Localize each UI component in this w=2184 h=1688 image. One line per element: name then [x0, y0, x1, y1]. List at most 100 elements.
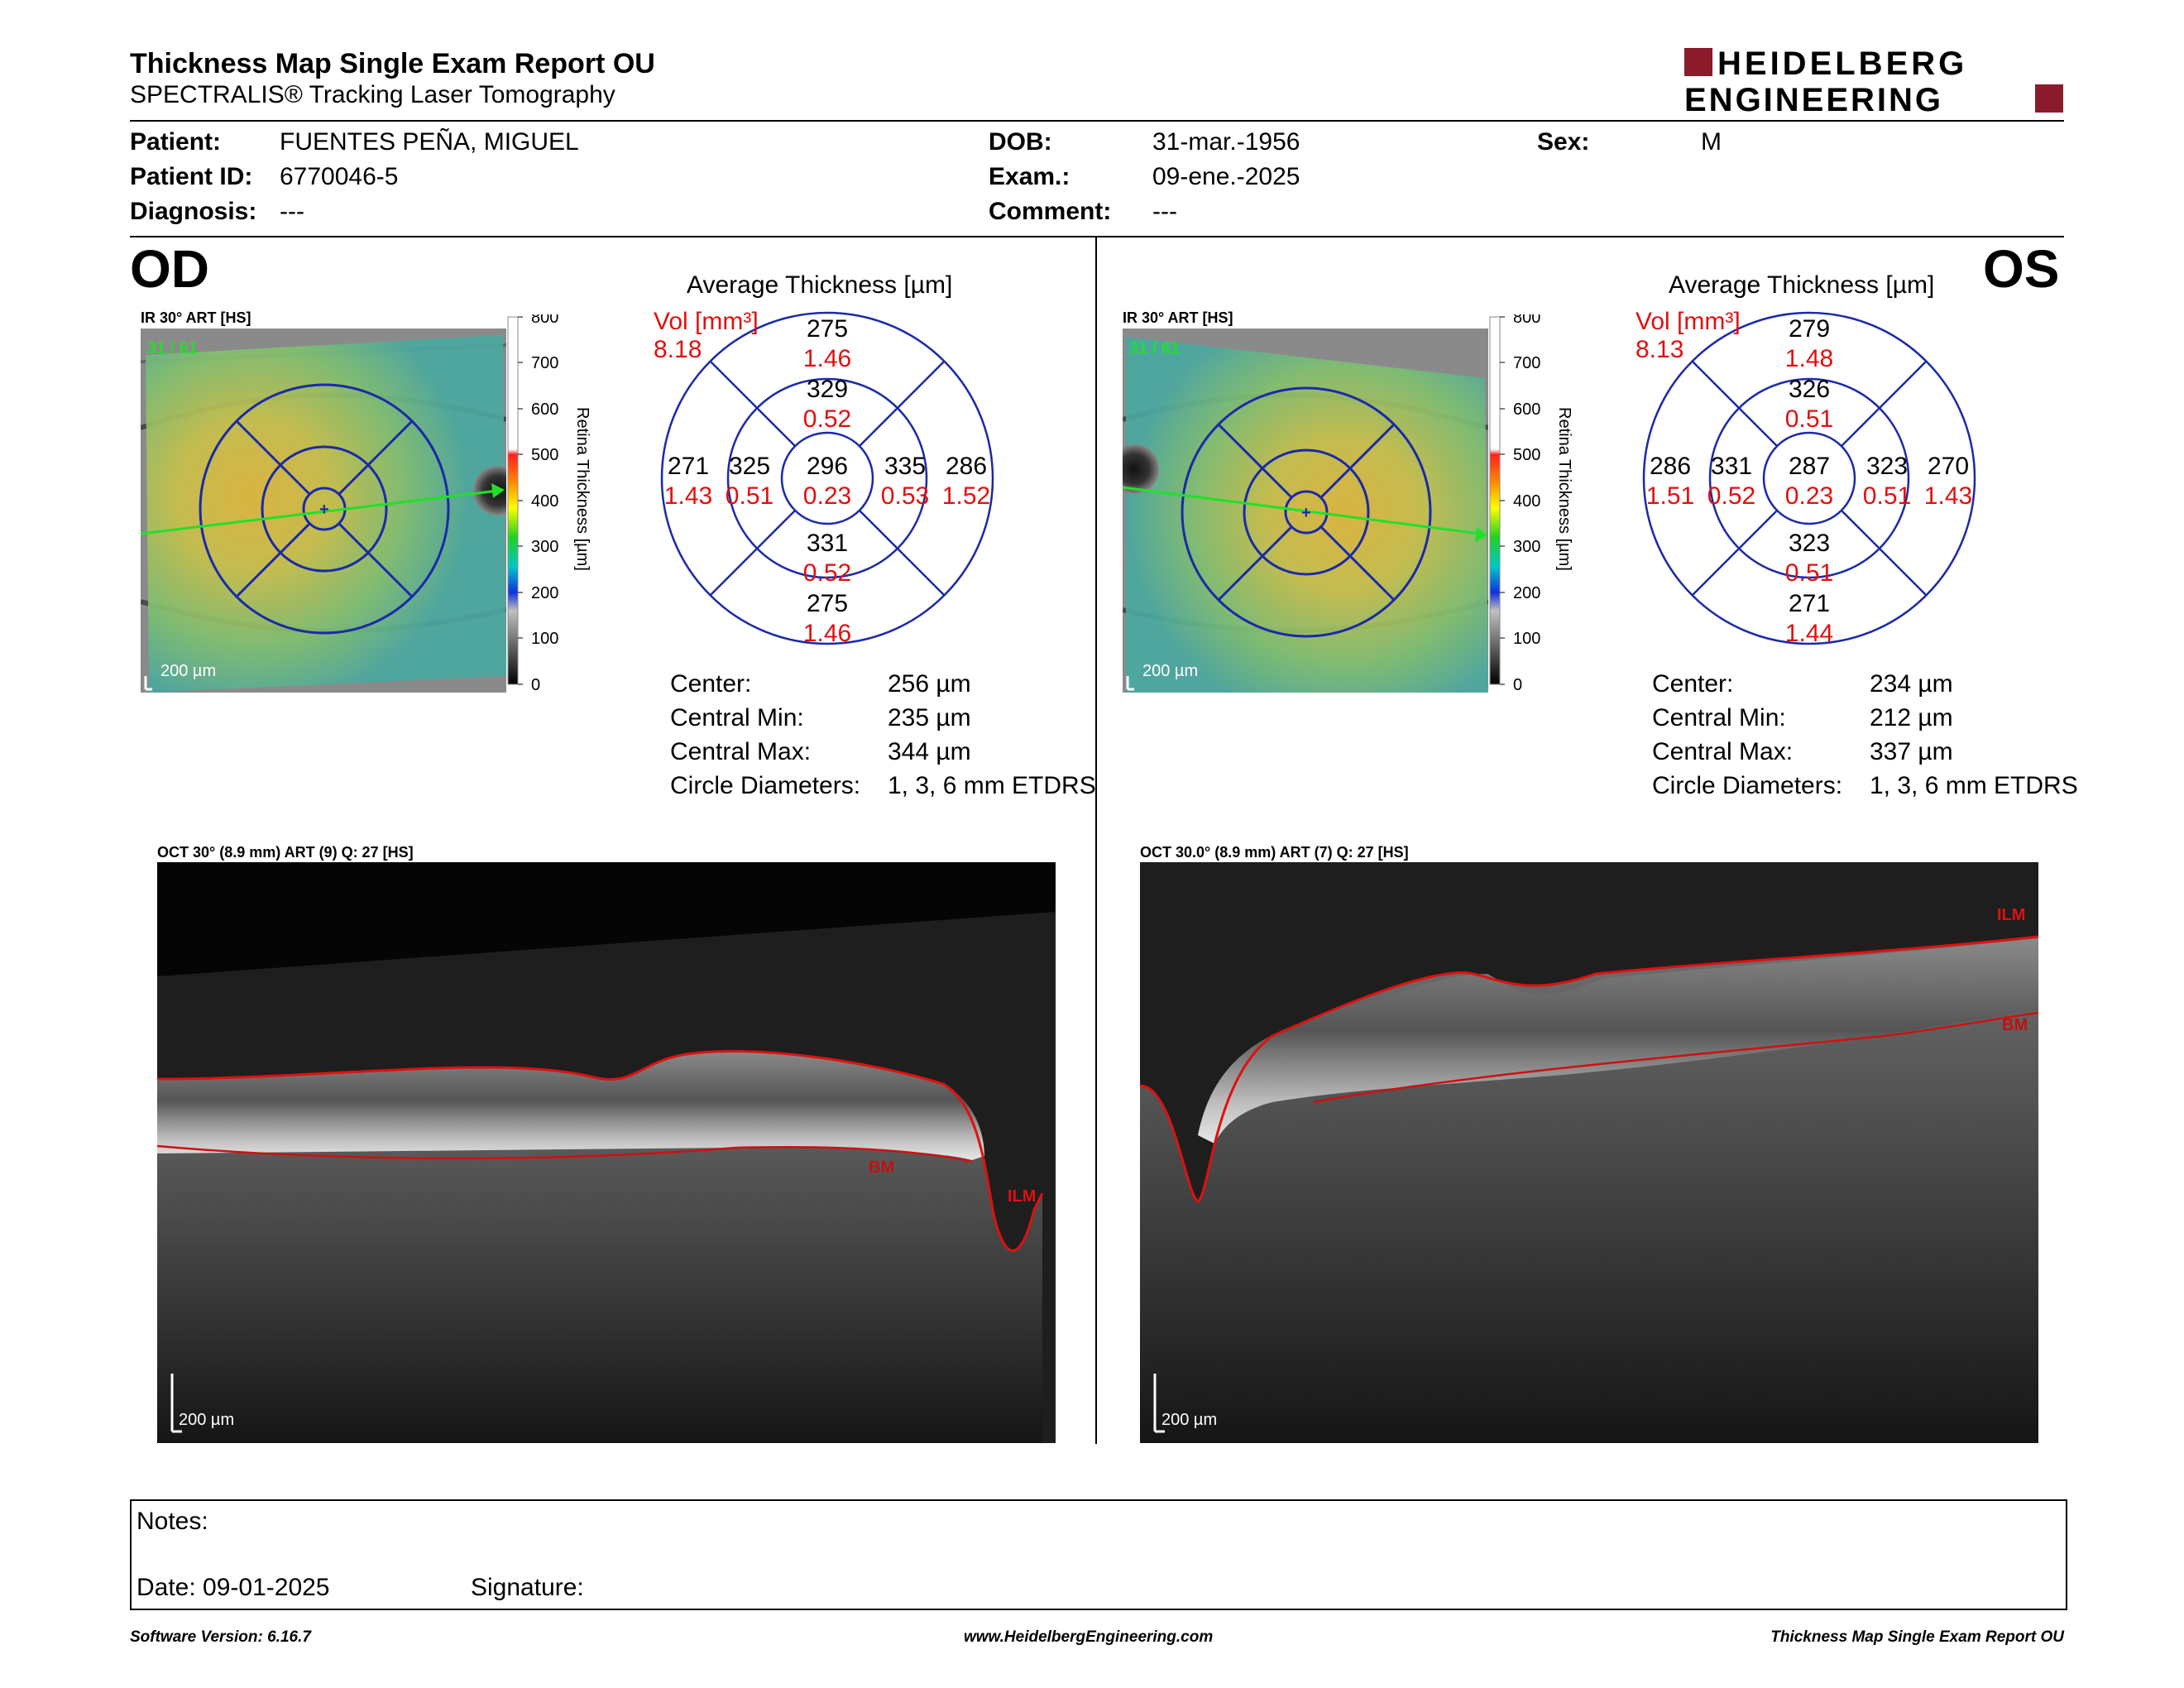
svg-text:0.52: 0.52 — [1707, 482, 1755, 510]
oct-caption-os: OCT 30.0° (8.9 mm) ART (7) Q: 27 [HS] — [1140, 844, 1409, 861]
stat-label-os: Central Max: — [1652, 738, 1794, 765]
svg-text:1.51: 1.51 — [1646, 482, 1694, 510]
vol-value-os: 8.13 — [1636, 336, 1684, 363]
bm-label-os: BM — [2002, 1016, 2028, 1034]
stat-value-os: 1, 3, 6 mm ETDRS — [1870, 772, 2078, 799]
svg-text:335: 335 — [884, 453, 926, 480]
svg-text:275: 275 — [807, 315, 848, 343]
stat-value-os: 212 µm — [1870, 704, 1953, 731]
cbar-tick: 700 — [531, 354, 558, 372]
info-divider — [130, 236, 2064, 237]
cbar-tick: 300 — [531, 538, 558, 556]
svg-text:0.53: 0.53 — [881, 482, 929, 510]
svg-text:325: 325 — [729, 453, 770, 480]
cbar-tick: 200 — [1513, 584, 1540, 602]
stat-label-od: Center: — [670, 670, 752, 698]
cbar-tick: 300 — [1513, 538, 1540, 556]
ir-caption-os: IR 30° ART [HS] — [1123, 309, 1233, 326]
comment-value: --- — [1152, 198, 1177, 225]
svg-text:1.43: 1.43 — [664, 482, 712, 510]
colorbar-od: 800 700 600 500 400 300 200 100 0 Retina… — [506, 309, 597, 695]
stat-label-od: Central Min: — [670, 704, 804, 731]
counter-os: 31 / 61 — [1129, 339, 1180, 357]
diagnosis-value: --- — [280, 198, 304, 225]
cbar-tick: 500 — [531, 446, 558, 464]
svg-text:287: 287 — [1789, 453, 1830, 480]
diagnosis-label: Diagnosis: — [130, 198, 257, 225]
cbar-tick: 200 — [531, 584, 558, 602]
svg-text:0.51: 0.51 — [1863, 482, 1911, 510]
vol-label-os: Vol [mm³] — [1636, 308, 1741, 335]
svg-text:323: 323 — [1789, 530, 1830, 557]
fundus-scale-od: 200 µm — [160, 662, 216, 680]
cbar-tick: 0 — [531, 676, 540, 694]
notes-label: Notes: — [136, 1508, 208, 1535]
vol-value-od: 8.18 — [654, 336, 702, 363]
cbar-label: Retina Thickness [µm] — [1555, 407, 1573, 571]
eye-label-os: OS — [1983, 239, 2060, 299]
svg-text:270: 270 — [1928, 453, 1969, 480]
svg-text:0.51: 0.51 — [1785, 559, 1833, 587]
comment-label: Comment: — [989, 198, 1112, 225]
cbar-tick: 600 — [531, 400, 558, 419]
cbar-tick: 0 — [1513, 676, 1522, 694]
svg-text:326: 326 — [1789, 376, 1830, 403]
colorbar-os: 800 700 600 500 400 300 200 100 0 Retina… — [1488, 309, 1579, 695]
logo-line1: HEIDELBERG — [1717, 46, 1967, 82]
notes-box[interactable]: Notes: Date: 09-01-2025 Signature: — [130, 1499, 2067, 1610]
ir-caption-od: IR 30° ART [HS] — [141, 309, 251, 326]
stat-label-os: Center: — [1652, 670, 1734, 698]
svg-text:1.43: 1.43 — [1924, 482, 1972, 510]
stat-value-os: 234 µm — [1870, 670, 1953, 698]
oct-scale-od: 200 µm — [179, 1411, 234, 1429]
stat-value-od: 344 µm — [888, 738, 971, 765]
svg-text:331: 331 — [1711, 453, 1752, 480]
oct-bscan-os: ILM BM 200 µm — [1140, 862, 2038, 1443]
svg-text:1.44: 1.44 — [1785, 620, 1833, 647]
dob-value: 31-mar.-1956 — [1152, 128, 1300, 156]
logo-line2: ENGINEERING — [1684, 82, 1943, 116]
date-label: Date: 09-01-2025 — [136, 1574, 330, 1601]
patient-name: FUENTES PEÑA, MIGUEL — [280, 128, 579, 156]
heidelberg-logo: HEIDELBERG ENGINEERING — [1684, 45, 2065, 118]
svg-text:323: 323 — [1866, 453, 1908, 480]
exam-value: 09-ene.-2025 — [1152, 163, 1300, 190]
cbar-tick: 400 — [531, 492, 558, 511]
stat-label-od: Circle Diameters: — [670, 772, 861, 799]
cbar-tick: 800 — [1513, 314, 1540, 327]
stat-label-od: Central Max: — [670, 738, 812, 765]
software-version: Software Version: 6.16.7 — [130, 1628, 311, 1646]
cbar-tick: 800 — [531, 314, 558, 327]
svg-text:1.46: 1.46 — [803, 345, 851, 372]
patient-id-label: Patient ID: — [130, 163, 253, 190]
svg-text:+: + — [1301, 504, 1311, 522]
header-divider — [130, 120, 2064, 122]
svg-text:0.52: 0.52 — [803, 405, 851, 433]
eye-label-od: OD — [130, 239, 209, 299]
report-title: Thickness Map Single Exam Report OU — [130, 48, 655, 79]
svg-text:1.52: 1.52 — [942, 482, 990, 510]
svg-text:329: 329 — [807, 376, 848, 403]
oct-scale-os: 200 µm — [1161, 1411, 1217, 1429]
oct-bscan-od: BM ILM 200 µm — [157, 862, 1056, 1443]
svg-text:0.23: 0.23 — [1785, 482, 1833, 510]
svg-text:1.46: 1.46 — [803, 620, 851, 647]
ilm-label-od: ILM — [1008, 1187, 1036, 1206]
cbar-tick: 500 — [1513, 446, 1540, 464]
svg-text:1.48: 1.48 — [1785, 345, 1833, 372]
vol-label-od: Vol [mm³] — [654, 308, 759, 335]
website-link[interactable]: www.HeidelbergEngineering.com — [964, 1628, 1214, 1646]
svg-text:286: 286 — [1650, 453, 1691, 480]
fundus-image-os: + 31 / 61 200 µm — [1123, 328, 1488, 693]
svg-text:271: 271 — [1789, 590, 1830, 617]
svg-text:331: 331 — [807, 530, 848, 557]
sex-value: M — [1701, 128, 1722, 156]
ilm-label-os: ILM — [1997, 906, 2025, 924]
stat-value-od: 1, 3, 6 mm ETDRS — [888, 772, 1096, 799]
avg-title-od: Average Thickness [µm] — [687, 271, 953, 299]
svg-text:275: 275 — [807, 590, 848, 617]
stat-label-os: Circle Diameters: — [1652, 772, 1843, 799]
fundus-scale-os: 200 µm — [1142, 662, 1198, 680]
svg-text:0.51: 0.51 — [1785, 405, 1833, 433]
etdrs-grid-od: 275 1.46 329 0.52 296 0.23 325 0.51 335 … — [654, 305, 1009, 652]
